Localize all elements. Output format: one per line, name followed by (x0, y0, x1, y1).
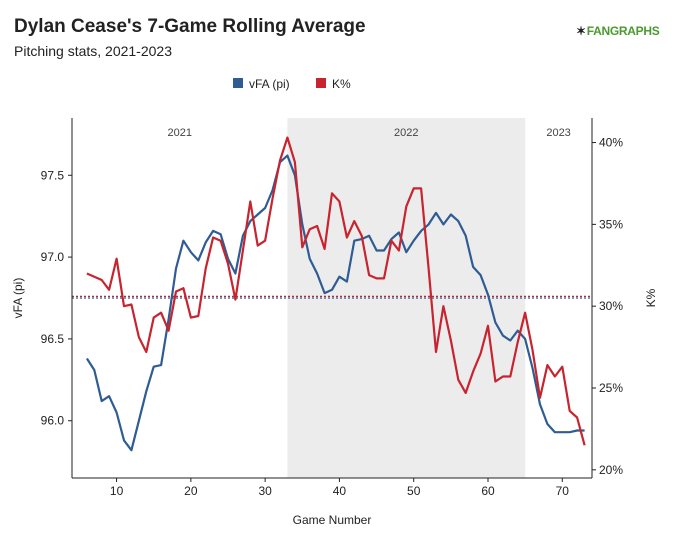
right-y-tick-label: 20% (599, 463, 623, 477)
left-y-tick-label: 96.5 (41, 332, 65, 346)
right-y-tick-label: 35% (599, 217, 623, 231)
left-y-tick-label: 97.5 (41, 168, 65, 182)
legend-swatch-vfa (233, 78, 243, 88)
series-line-vfa (85, 154, 585, 452)
left-y-tick-label: 96.0 (41, 414, 65, 428)
x-tick-label: 70 (556, 484, 570, 498)
right-y-tick-label: 25% (599, 381, 623, 395)
legend-label-vfa: vFA (pi) (249, 77, 290, 91)
x-tick-label: 40 (333, 484, 347, 498)
season-label-2021: 2021 (167, 127, 191, 139)
x-tick-label: 60 (481, 484, 495, 498)
right-axis-title: K% (644, 288, 658, 307)
series-line-kpct (86, 136, 586, 446)
reference-lines (72, 295, 592, 299)
axes: 10 20 30 40 50 60 70 96.0 96.5 97.0 97.5 20% 25% 30% 3… (11, 118, 658, 527)
legend-swatch-kpct (316, 78, 326, 88)
right-y-tick-label: 30% (599, 299, 623, 313)
x-axis-title: Game Number (293, 513, 372, 527)
season-label-2023: 2023 (546, 127, 570, 139)
x-tick-label: 50 (407, 484, 421, 498)
left-axis-title: vFA (pi) (11, 278, 25, 319)
left-y-tick-label: 97.0 (41, 250, 65, 264)
x-tick-label: 10 (110, 484, 124, 498)
chart-title: Dylan Cease's 7-Game Rolling Average (14, 16, 366, 37)
x-tick-label: 20 (184, 484, 198, 498)
series-lines (85, 136, 586, 452)
logo-mark-icon: ✶ (576, 24, 586, 38)
chart-subtitle: Pitching stats, 2021-2023 (14, 43, 172, 59)
legend-label-kpct: K% (332, 77, 351, 91)
fangraphs-logo: ✶FANGRAPHS (576, 24, 660, 38)
logo-text: FANGRAPHS (586, 24, 660, 38)
legend: vFA (pi) K% (233, 77, 351, 91)
season-label-2022: 2022 (394, 127, 418, 139)
right-y-tick-label: 40% (599, 136, 623, 150)
x-tick-label: 30 (258, 484, 272, 498)
